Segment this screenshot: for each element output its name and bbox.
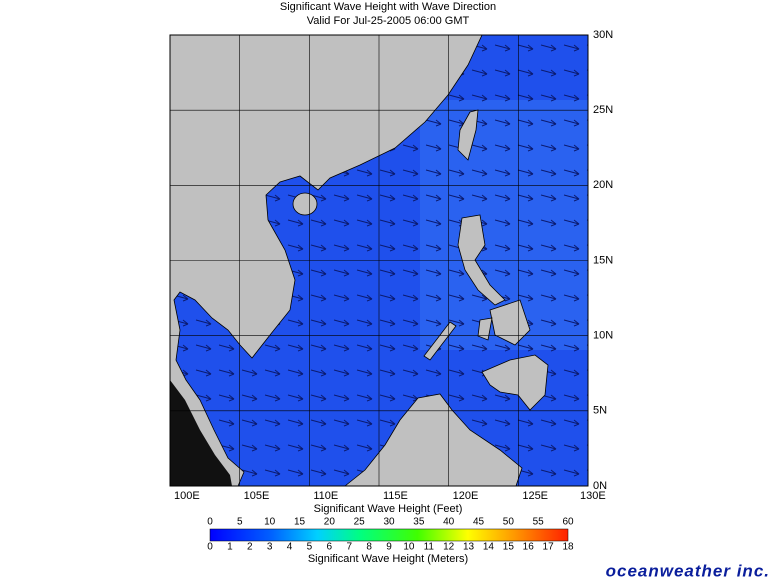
feet-tick-label: 25 [354, 517, 366, 528]
map [169, 34, 589, 487]
lon-tick-label: 110E [313, 490, 338, 502]
meters-tick-label: 15 [503, 542, 515, 553]
meters-tick-label: 3 [267, 542, 273, 553]
feet-tick-label: 0 [207, 517, 213, 528]
meters-tick-label: 11 [424, 542, 435, 553]
colorbar [209, 528, 569, 542]
meters-tick-label: 14 [483, 542, 495, 553]
meters-tick-label: 4 [287, 542, 293, 553]
feet-tick-label: 45 [473, 517, 485, 528]
meters-tick-label: 1 [227, 542, 233, 553]
feet-tick-label: 5 [237, 517, 243, 528]
meters-tick-label: 17 [543, 542, 555, 553]
meters-tick-label: 16 [523, 542, 535, 553]
subtitle: Valid For Jul-25-2005 06:00 GMT [307, 15, 470, 27]
lat-tick-label: 15N [593, 254, 613, 266]
sumatra [170, 380, 232, 486]
meters-tick-label: 7 [346, 542, 352, 553]
feet-tick-label: 60 [562, 517, 574, 528]
lon-tick-label: 115E [383, 490, 408, 502]
meters-tick-label: 2 [247, 542, 253, 553]
meters-tick-label: 6 [327, 542, 333, 553]
lon-tick-label: 105E [244, 490, 270, 502]
lat-tick-label: 0N [593, 480, 607, 492]
logo: oceanweather inc. [606, 561, 770, 580]
feet-tick-label: 30 [383, 517, 395, 528]
meters-tick-label: 13 [463, 542, 475, 553]
lon-tick-label: 130E [580, 490, 606, 502]
meters-tick-label: 10 [403, 542, 415, 553]
feet-tick-label: 15 [294, 517, 306, 528]
colorbar-feet-label: Significant Wave Height (Feet) [314, 503, 463, 515]
lat-tick-label: 25N [593, 104, 613, 116]
feet-tick-label: 55 [533, 517, 545, 528]
meters-tick-label: 18 [562, 542, 574, 553]
luzon [457, 214, 506, 306]
feet-tick-label: 50 [503, 517, 515, 528]
visayas [477, 299, 531, 346]
map-frame [169, 34, 589, 487]
feet-tick-label: 35 [413, 517, 425, 528]
meters-tick-label: 5 [307, 542, 313, 553]
feet-tick-label: 40 [443, 517, 455, 528]
lon-tick-label: 120E [453, 490, 479, 502]
title: Significant Wave Height with Wave Direct… [280, 1, 496, 13]
meters-tick-label: 12 [443, 542, 455, 553]
feet-tick-label: 20 [324, 517, 336, 528]
lat-tick-label: 30N [593, 29, 613, 41]
feet-tick-label: 10 [264, 517, 276, 528]
lon-tick-label: 125E [522, 490, 548, 502]
mainland [169, 34, 483, 487]
lat-tick-label: 20N [593, 179, 613, 191]
borneo [343, 393, 523, 487]
meters-tick-label: 0 [207, 542, 213, 553]
hainan [292, 192, 318, 216]
lon-tick-label: 100E [174, 490, 200, 502]
colorbar-meters-label: Significant Wave Height (Meters) [308, 553, 468, 565]
palawan [423, 321, 457, 361]
lat-tick-label: 5N [593, 405, 607, 417]
mindanao [481, 354, 549, 411]
meters-tick-label: 8 [366, 542, 372, 553]
lat-tick-label: 10N [593, 330, 613, 342]
meters-tick-label: 9 [386, 542, 392, 553]
